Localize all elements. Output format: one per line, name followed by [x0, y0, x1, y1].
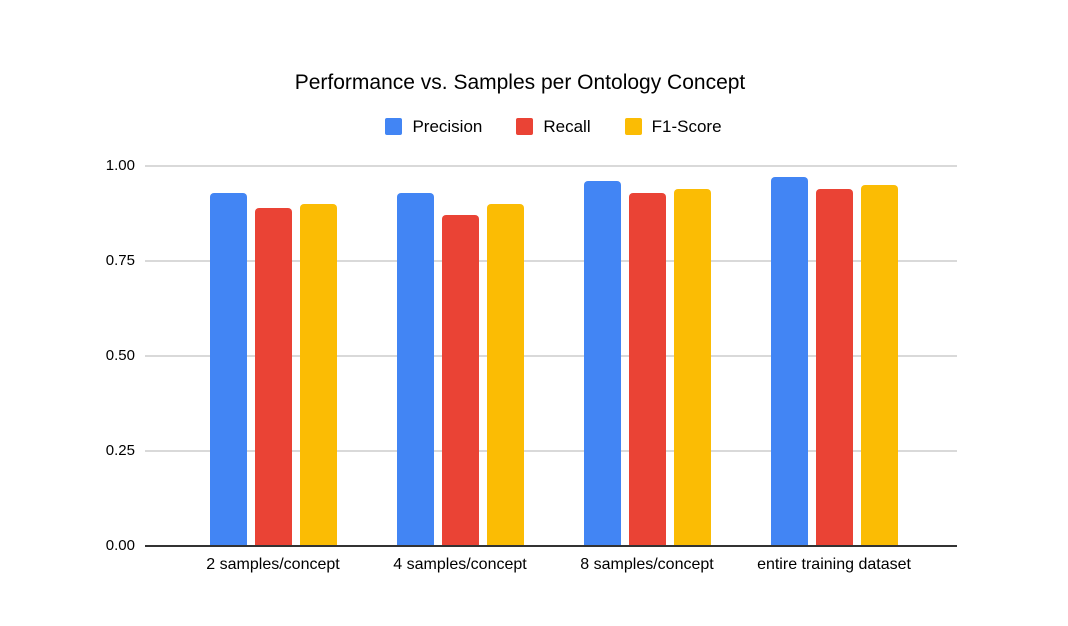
- legend-swatch-icon: [624, 118, 642, 135]
- gridline: [145, 165, 957, 167]
- x-axis-category-label: 2 samples/concept: [206, 556, 340, 573]
- bar-f1-score-2[interactable]: [486, 203, 524, 546]
- bar-precision-3[interactable]: [583, 181, 621, 546]
- bar-precision-4[interactable]: [770, 177, 808, 546]
- gridline: [145, 259, 957, 262]
- y-axis-tick-label: 0.25: [105, 441, 135, 459]
- legend-item-precision[interactable]: Precision: [385, 117, 482, 136]
- gridline: [145, 449, 957, 452]
- bar-recall-1[interactable]: [254, 207, 292, 546]
- bar-precision-2[interactable]: [396, 192, 434, 546]
- y-axis-tick-label: 0.00: [105, 536, 135, 554]
- legend-label: F1-Score: [651, 117, 722, 136]
- bar-f1-score-1[interactable]: [299, 203, 337, 546]
- bar-f1-score-4[interactable]: [860, 184, 898, 546]
- y-axis-tick-label: 0.50: [105, 346, 135, 364]
- legend-item-recall[interactable]: Recall: [516, 117, 591, 136]
- legend-label: Recall: [543, 117, 591, 136]
- gridline: [145, 354, 957, 357]
- chart-title: Performance vs. Samples per Ontology Con…: [294, 71, 746, 94]
- bar-recall-3[interactable]: [628, 192, 666, 546]
- x-axis-category-label: entire training dataset: [757, 556, 911, 573]
- x-axis-baseline: [145, 544, 957, 547]
- y-axis-tick-label: 1.00: [105, 157, 135, 174]
- chart-legend: Precision Recall F1-Score: [150, 117, 957, 136]
- bar-precision-1[interactable]: [209, 192, 247, 546]
- legend-swatch-icon: [385, 118, 403, 135]
- x-axis-category-label: 4 samples/concept: [393, 556, 527, 573]
- bar-f1-score-3[interactable]: [673, 188, 711, 546]
- legend-label: Precision: [412, 117, 483, 136]
- legend-item-f1-score[interactable]: F1-Score: [624, 117, 722, 136]
- bar-recall-2[interactable]: [441, 215, 479, 546]
- legend-swatch-icon: [516, 118, 534, 135]
- y-axis-tick-label: 0.75: [105, 251, 135, 269]
- bar-recall-4[interactable]: [815, 188, 853, 546]
- x-axis-category-label: 8 samples/concept: [580, 556, 714, 573]
